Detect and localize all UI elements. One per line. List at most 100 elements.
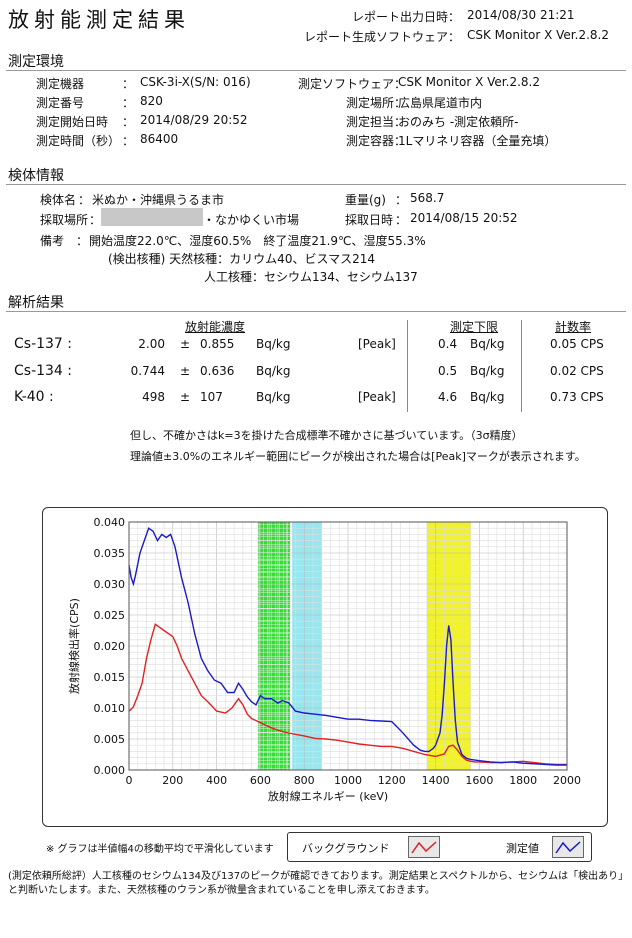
software-label: レポート生成ソフトウェア： <box>304 30 461 44</box>
concentration-value: 0.744 <box>130 364 165 378</box>
plus-minus: ± <box>180 364 191 378</box>
col-limit: 測定下限 <box>450 320 499 334</box>
y-tick-label: 0.015 <box>94 671 126 684</box>
colon: ： <box>122 115 135 129</box>
col-rate: 計数率 <box>555 320 592 334</box>
col-concentration: 放射能濃度 <box>185 320 246 334</box>
staff-label: 測定担当： <box>346 115 407 129</box>
uncertainty-value: 0.636 <box>200 364 235 378</box>
env-rule <box>6 70 626 71</box>
place-value: 広島県尾道市内 <box>398 96 483 110</box>
legend-measured-swatch <box>552 836 584 858</box>
y-tick-label: 0.005 <box>94 733 126 746</box>
uncertainty-note: 但し、不確かさはk=3を掛けた合成標準不確かさに基づいています。（3σ精度） <box>130 429 523 442</box>
concentration-value: 2.00 <box>138 337 165 351</box>
note-line2: (検出核種) 天然核種：カリウム40、ビスマス214 <box>108 252 375 266</box>
x-tick-label: 1400 <box>422 774 450 787</box>
uncertainty-value: 107 <box>200 390 223 404</box>
duration-label: 測定時間（秒） <box>36 134 121 148</box>
redacted-block <box>101 208 203 226</box>
x-tick-label: 200 <box>162 774 183 787</box>
x-tick-label: 2000 <box>553 774 581 787</box>
plot-border <box>128 521 568 771</box>
y-tick-label: 0.030 <box>94 578 126 591</box>
report-time-label: レポート出力日時： <box>352 10 461 24</box>
sample-rule <box>6 184 626 185</box>
limit-value: 0.4 <box>438 337 458 351</box>
limit-value: 4.6 <box>438 390 458 404</box>
y-tick-label: 0.040 <box>94 516 126 529</box>
concentration-value: 498 <box>142 390 165 404</box>
y-tick-label: 0.010 <box>94 702 126 715</box>
x-axis-label: 放射線エネルギー (keV) <box>268 789 388 803</box>
number-value: 820 <box>140 94 163 108</box>
note-line3: 人工核種：セシウム134、セシウム137 <box>204 270 418 284</box>
x-tick-label: 1200 <box>378 774 406 787</box>
series-line <box>128 527 567 766</box>
legend-background-label: バックグラウンド <box>302 842 390 855</box>
duration-value: 86400 <box>140 132 179 146</box>
x-tick-label: 1000 <box>334 774 362 787</box>
x-tick-label: 0 <box>126 774 133 787</box>
device-label: 測定機器 <box>36 77 85 91</box>
start-value: 2014/08/29 20:52 <box>140 113 248 127</box>
unit-label: Bq/kg <box>256 337 291 351</box>
y-axis-label: 放射線検出率(CPS) <box>67 598 81 694</box>
count-rate: 0.02 CPS <box>550 364 604 378</box>
sample-name: 米ぬか・沖縄県うるま市 <box>92 193 225 207</box>
collect-date: 2014/08/15 20:52 <box>410 211 518 225</box>
x-tick-label: 400 <box>206 774 227 787</box>
x-tick-label: 800 <box>294 774 315 787</box>
peak-note: 理論値±3.0%のエネルギー範囲にピークが検出された場合は[Peak]マークが表… <box>130 450 586 463</box>
sample-heading: 検体情報 <box>8 168 64 184</box>
limit-value: 0.5 <box>438 364 458 378</box>
colon: ： <box>76 234 89 248</box>
collect-date-label: 採取日時 <box>345 213 394 227</box>
place-label: 測定場所： <box>346 96 407 110</box>
spectrum-chart: 0 200 400 600 800 1000 1200 1400 1600 1800 2000 0.0… <box>67 516 581 803</box>
x-tick-label: 600 <box>250 774 271 787</box>
container-value: 1Lマリネリ容器（全量充填） <box>398 134 557 148</box>
env-heading: 測定環境 <box>8 54 64 70</box>
y-tick-label: 0.025 <box>94 609 126 622</box>
smoothing-note: ※ グラフは半値幅4の移動平均で平滑化しています <box>46 844 274 855</box>
colon: ： <box>78 193 91 207</box>
chart-legend: バックグラウンド 測定値 <box>287 832 592 862</box>
x-tick-label: 1600 <box>465 774 493 787</box>
sw-value: CSK Monitor X Ver.2.8.2 <box>398 75 540 89</box>
colon: ： <box>122 77 135 91</box>
limit-unit: Bq/kg <box>470 390 505 404</box>
count-rate: 0.05 CPS <box>550 337 604 351</box>
nuclide-label: K-40 : <box>14 389 54 405</box>
limit-unit: Bq/kg <box>470 337 505 351</box>
peak-mark: [Peak] <box>358 390 396 404</box>
collect-place-label: 採取場所 <box>40 213 89 227</box>
legend-measured-label: 測定値 <box>506 842 539 855</box>
nuclide-label: Cs-134 : <box>14 363 73 379</box>
y-tick-label: 0.020 <box>94 640 126 653</box>
peak-mark: [Peak] <box>358 337 396 351</box>
unit-label: Bq/kg <box>256 364 291 378</box>
legend-background-swatch <box>408 836 440 858</box>
analysis-heading: 解析結果 <box>8 295 64 311</box>
spectrum-chart-frame: 0 200 400 600 800 1000 1200 1400 1600 1800 2000 0.0… <box>42 507 608 827</box>
start-label: 測定開始日時 <box>36 115 109 129</box>
y-tick-label: 0.035 <box>94 547 126 560</box>
series-line <box>128 623 567 766</box>
weight-value: 568.7 <box>410 191 445 205</box>
uncertainty-value: 0.855 <box>200 337 235 351</box>
collect-place-suffix: ・なかゆくい市場 <box>203 213 300 227</box>
col-divider <box>521 320 522 412</box>
count-rate: 0.73 CPS <box>550 390 604 404</box>
number-label: 測定番号 <box>36 96 85 110</box>
staff-value: おのみち -測定依頼所- <box>398 115 519 129</box>
device-value: CSK-3i-X(S/N: 016) <box>140 75 251 89</box>
report-time: 2014/08/30 21:21 <box>467 8 575 22</box>
limit-unit: Bq/kg <box>470 364 505 378</box>
y-tick-label: 0.000 <box>94 764 126 777</box>
col-divider <box>407 320 408 412</box>
unit-label: Bq/kg <box>256 390 291 404</box>
evaluation-comment: (測定依頼所総評）人工核種のセシウム134及び137のピークが確認できております… <box>8 871 624 896</box>
colon: ： <box>122 96 135 110</box>
note-line1: 開始温度22.0℃、湿度60.5% 終了温度21.9℃、湿度55.3% <box>89 234 426 248</box>
